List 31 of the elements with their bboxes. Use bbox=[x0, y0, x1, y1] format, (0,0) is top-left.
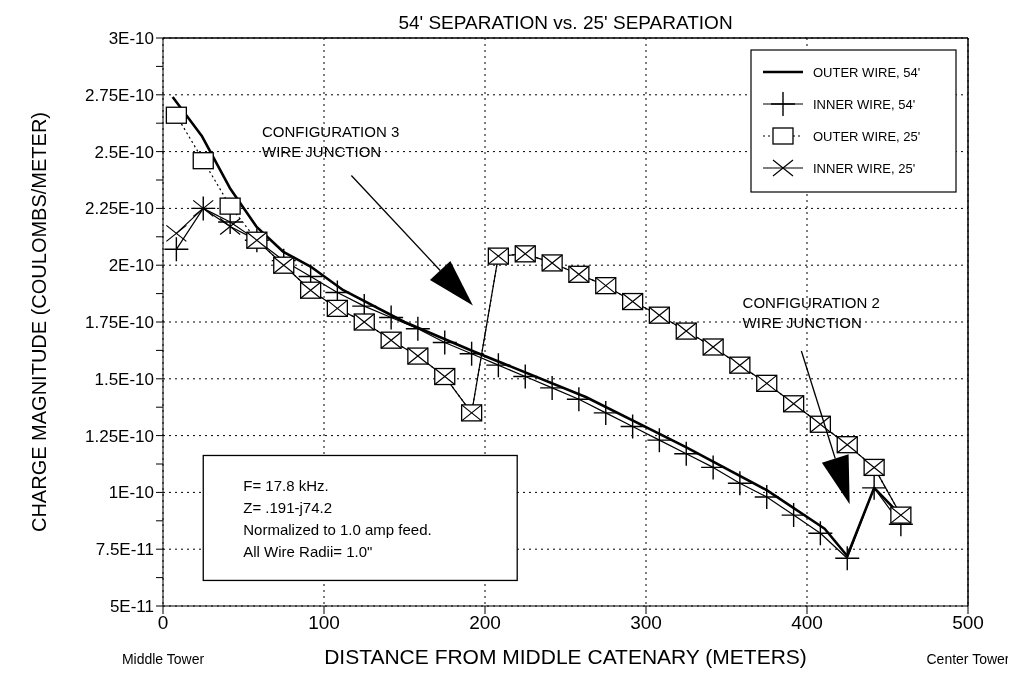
annotation: CONFIGURATION 3 WIRE JUNCTION bbox=[262, 123, 400, 161]
y-tick-label: 2.25E-10 bbox=[85, 199, 154, 219]
x-tick-label: 500 bbox=[952, 612, 984, 634]
x-tick-label: 400 bbox=[791, 612, 823, 634]
y-tick-label: 5E-11 bbox=[109, 597, 154, 617]
annotation: F= 17.8 kHz. bbox=[243, 477, 329, 495]
y-tick-label: 1.25E-10 bbox=[85, 426, 154, 446]
y-tick-label: 1.75E-10 bbox=[85, 313, 154, 333]
x-tick-label: 100 bbox=[308, 612, 340, 634]
legend-label: INNER WIRE, 54' bbox=[813, 97, 916, 112]
text: Middle Tower bbox=[121, 651, 205, 667]
x-tick-label: 0 bbox=[157, 612, 169, 634]
y-tick-label: 1E-10 bbox=[108, 483, 154, 503]
annotation: CONFIGURATION 2 WIRE JUNCTION bbox=[742, 294, 880, 332]
y-tick-label: 2.75E-10 bbox=[85, 85, 154, 105]
y-tick-label: 7.5E-11 bbox=[95, 540, 154, 560]
annotation: Z= .191-j74.2 bbox=[243, 499, 333, 517]
annotation: Normalized to 1.0 amp feed. bbox=[243, 521, 432, 539]
y-tick-label: 3E-10 bbox=[108, 29, 154, 49]
annotation: All Wire Radii= 1.0" bbox=[243, 543, 373, 561]
y-tick-label: 2.5E-10 bbox=[94, 142, 154, 162]
legend-label: OUTER WIRE, 54' bbox=[813, 65, 921, 80]
y-tick-label: 2E-10 bbox=[108, 256, 154, 276]
x-axis-title: DISTANCE FROM MIDDLE CATENARY (METERS) bbox=[324, 645, 807, 668]
x-tick-label: 200 bbox=[469, 612, 501, 634]
y-tick-label: 1.5E-10 bbox=[94, 369, 154, 389]
chart-title: 54' SEPARATION vs. 25' SEPARATION bbox=[398, 12, 733, 33]
legend-label: OUTER WIRE, 25' bbox=[813, 129, 921, 144]
x-tick-label: 300 bbox=[630, 612, 662, 634]
legend-label: INNER WIRE, 25' bbox=[813, 161, 916, 176]
y-axis-title: CHARGE MAGNITUDE (COULOMBS/METER) bbox=[28, 111, 50, 533]
